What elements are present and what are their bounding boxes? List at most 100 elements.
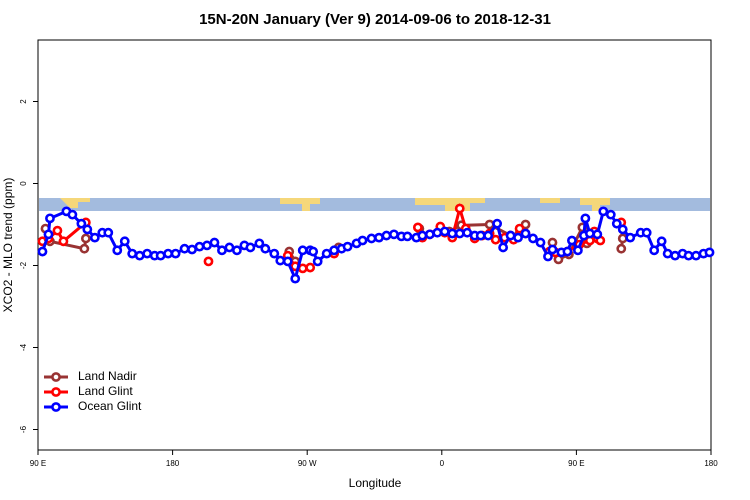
data-point [155, 250, 166, 261]
data-point [584, 228, 595, 239]
data-point [209, 237, 220, 248]
legend-label: Land Nadir [78, 369, 137, 383]
data-point [275, 255, 286, 266]
y-axis-label: XCO2 - MLO trend (ppm) [1, 178, 15, 313]
data-point [187, 244, 197, 255]
data-point [290, 273, 301, 284]
data-point [412, 222, 423, 233]
data-point [670, 250, 681, 261]
data-point [82, 224, 93, 235]
data-point [417, 230, 428, 241]
data-point [366, 233, 377, 244]
x-tick-label: 90 W [298, 459, 317, 468]
data-point [662, 248, 673, 259]
data-point [52, 225, 63, 236]
data-point [572, 245, 583, 256]
data-point [79, 243, 90, 254]
data-point [492, 218, 503, 229]
data-point [389, 229, 399, 240]
data-point [297, 245, 308, 256]
data-point [43, 229, 54, 240]
data-point [592, 229, 603, 240]
data-point [203, 256, 214, 267]
data-point [498, 242, 509, 253]
data-point [119, 236, 130, 247]
data-point [45, 213, 55, 224]
legend-label: Land Glint [78, 384, 133, 398]
chart-title: 15N-20N January (Ver 9) 2014-09-06 to 20… [199, 11, 551, 28]
data-point [217, 245, 227, 256]
data-point [67, 209, 78, 220]
y-tick-label: -4 [19, 343, 28, 351]
data-point [170, 248, 181, 259]
data-point [611, 218, 622, 229]
data-point [260, 243, 271, 254]
data-point [617, 224, 628, 235]
data-point [683, 250, 694, 261]
data-point [127, 248, 138, 259]
data-point [625, 232, 636, 243]
data-point [598, 206, 609, 217]
data-point [224, 242, 235, 253]
data-point [704, 247, 715, 258]
data-point [567, 235, 577, 246]
data-point [691, 250, 701, 261]
data-point [439, 226, 450, 237]
data-point [374, 232, 384, 243]
data-point [80, 233, 91, 244]
data-point [616, 243, 627, 254]
data-point [89, 232, 100, 243]
data-point [312, 256, 323, 267]
legend-marker [51, 372, 61, 382]
y-tick-label: -2 [19, 261, 28, 269]
land-shape [60, 198, 610, 211]
data-point [297, 263, 308, 274]
data-point [163, 248, 174, 259]
data-point [202, 240, 212, 251]
x-tick-label: 180 [704, 459, 718, 468]
data-point [641, 227, 652, 238]
data-point [543, 251, 553, 262]
data-point [528, 233, 538, 244]
data-point [76, 218, 87, 229]
data-point [134, 250, 145, 261]
data-point [535, 237, 546, 248]
data-point [649, 245, 660, 256]
y-tick-label: 2 [19, 99, 28, 104]
data-point [547, 244, 558, 255]
data-point [329, 245, 340, 256]
data-point [605, 209, 616, 220]
data-point [484, 219, 495, 230]
legend-marker [51, 402, 61, 412]
data-point [194, 241, 205, 252]
data-point [58, 236, 69, 247]
data-point [308, 246, 319, 257]
data-point [447, 228, 458, 239]
data-point [381, 230, 392, 241]
data-point [462, 227, 473, 238]
map-strip [39, 198, 710, 211]
data-point [321, 248, 332, 259]
y-tick-label: -6 [19, 425, 28, 433]
data-point [432, 227, 443, 238]
data-point [112, 245, 123, 256]
x-tick-label: 90 E [30, 459, 46, 468]
data-point [37, 246, 48, 257]
data-point [179, 243, 190, 254]
x-tick-label: 90 E [568, 459, 584, 468]
x-tick-label: 0 [440, 459, 445, 468]
data-point [454, 228, 465, 239]
data-point [232, 245, 242, 256]
data-point [103, 227, 114, 238]
data-point [513, 232, 523, 243]
data-point [305, 262, 316, 273]
data-point [514, 223, 525, 234]
plot-frame [37, 39, 712, 451]
legend-marker [51, 387, 61, 397]
data-point [402, 231, 413, 242]
x-tick-label: 180 [166, 459, 180, 468]
legend-label: Ocean Glint [78, 399, 142, 413]
data-point [483, 230, 494, 241]
data-point [357, 235, 368, 246]
